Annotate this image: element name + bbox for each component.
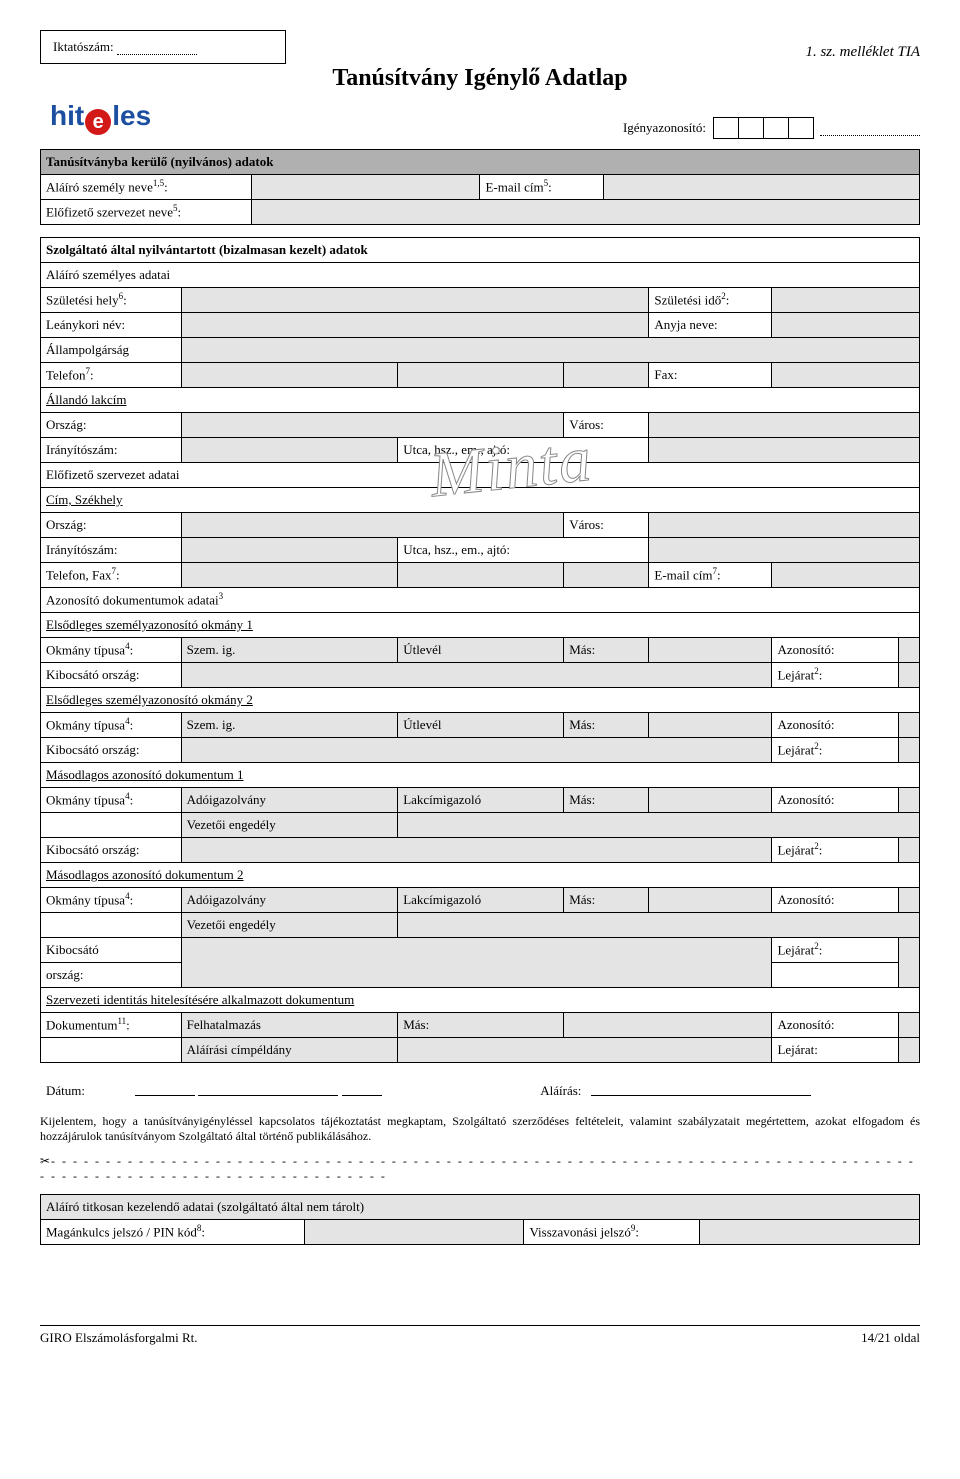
pin-field[interactable] (304, 1220, 524, 1245)
org-name-field[interactable] (251, 200, 919, 225)
sec1-header: Tanúsítványba kerülő (nyilvános) adatok (41, 150, 920, 175)
footer-left: GIRO Elszámolásforgalmi Rt. (40, 1330, 198, 1346)
mother-name-field[interactable] (772, 313, 920, 338)
revoke-pw-field[interactable] (700, 1220, 920, 1245)
phone-field[interactable] (181, 363, 398, 388)
footer-right: 14/21 oldal (861, 1330, 920, 1346)
signature-line[interactable] (591, 1081, 811, 1096)
org-street-field[interactable] (649, 538, 920, 563)
section-confidential: Szolgáltató által nyilvántartott (bizalm… (40, 237, 920, 1063)
footer: GIRO Elszámolásforgalmi Rt. 14/21 oldal (40, 1325, 920, 1346)
signature-row: Dátum: Aláírás: (40, 1077, 920, 1104)
iktato-label: Iktatószám: (53, 39, 114, 54)
city-field[interactable] (649, 413, 920, 438)
igeny-label: Igényazonosító: (623, 120, 706, 136)
org-email-field[interactable] (772, 563, 920, 588)
org-city-field[interactable] (649, 513, 920, 538)
maiden-name-field[interactable] (181, 313, 649, 338)
igeny-trail[interactable] (820, 121, 920, 136)
section-public: Tanúsítványba kerülő (nyilvános) adatok … (40, 149, 920, 225)
birthdate-field[interactable] (772, 288, 920, 313)
igeny-boxes[interactable] (714, 117, 814, 139)
signer-name-field[interactable] (251, 175, 480, 200)
email-field[interactable] (603, 175, 919, 200)
sec2-header: Szolgáltató által nyilvántartott (bizalm… (41, 238, 920, 263)
logo: hiteles (50, 100, 310, 135)
org-zip-field[interactable] (181, 538, 398, 563)
org-country-field[interactable] (181, 513, 564, 538)
declaration: Kijelentem, hogy a tanúsítványigénylésse… (40, 1114, 920, 1144)
cutline: ✂- - - - - - - - - - - - - - - - - - - -… (40, 1154, 920, 1184)
page-title: Tanúsítvány Igénylő Adatlap (40, 65, 920, 92)
sec3-header: Aláíró titkosan kezelendő adatai (szolgá… (41, 1195, 920, 1220)
country-field[interactable] (181, 413, 564, 438)
fax-field[interactable] (772, 363, 920, 388)
street-field[interactable] (649, 438, 920, 463)
zip-field[interactable] (181, 438, 398, 463)
birthplace-field[interactable] (181, 288, 649, 313)
section-secret: Aláíró titkosan kezelendő adatai (szolgá… (40, 1194, 920, 1245)
iktato-value[interactable] (117, 42, 197, 55)
citizenship-field[interactable] (181, 338, 919, 363)
